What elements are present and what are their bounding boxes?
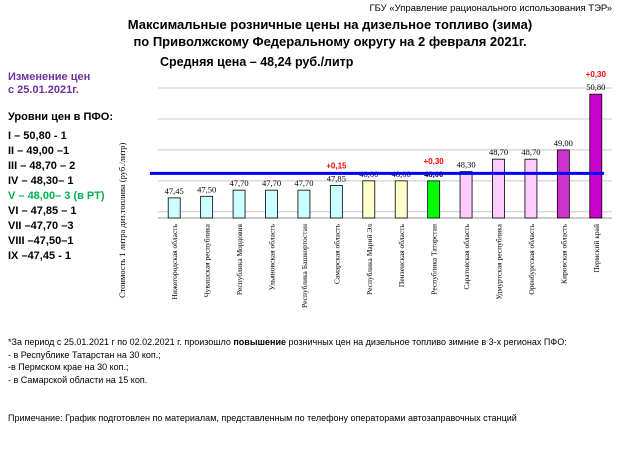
category-label: Республика Мордовия (235, 223, 244, 295)
change-label: +0,15 (326, 162, 347, 171)
levels-title: Уровни цен в ПФО: (8, 111, 113, 123)
y-axis-label: Стоимость 1 литра диз.топлива (руб./литр… (117, 142, 127, 298)
category-label: Самарская область (332, 223, 341, 284)
value-label: 47,70 (294, 178, 313, 188)
category-label: Республика Марий Эл (365, 224, 374, 295)
average-price: Средняя цена – 48,24 руб./литр (160, 55, 354, 69)
value-label: 47,45 (165, 186, 184, 196)
organization-name: ГБУ «Управление рационального использова… (369, 3, 612, 14)
change-line-2: с 25.01.2021г. (8, 84, 79, 96)
footnote: Примечание: График подготовлен по матери… (8, 413, 517, 423)
price-level-6: VI – 47,85 – 1 (8, 205, 77, 217)
category-label: Чувашская республика (203, 223, 212, 297)
note-line-4: - в Самарской области на 15 коп. (8, 374, 148, 385)
bar-4 (265, 189, 278, 219)
bar-10 (459, 171, 473, 219)
value-label: 47,85 (327, 174, 346, 184)
category-label: Удмуртская республика (495, 223, 504, 299)
value-label: 48,70 (521, 147, 540, 157)
value-label: 49,00 (554, 138, 573, 148)
category-label: Республика Башкортостан (300, 224, 309, 308)
title-line-1: Максимальные розничные цены на дизельное… (127, 17, 533, 32)
bar-2 (200, 195, 214, 219)
value-label: 48,70 (489, 147, 508, 157)
category-label: Оренбургская область (527, 223, 536, 294)
bar-11 (492, 158, 505, 219)
price-level-5: V – 48,00– 3 (в РТ) (8, 190, 105, 202)
value-label: 47,70 (262, 178, 281, 188)
value-label: 48,30 (457, 160, 476, 170)
category-label: Республика Татарстан (430, 224, 439, 295)
value-label: 47,70 (230, 178, 249, 188)
change-label: +0,30 (424, 157, 445, 166)
note-line-1: *За период с 25.01.2021 г по 02.02.2021 … (8, 337, 567, 347)
bar-7 (362, 180, 376, 219)
note-bold-word: повышение (233, 337, 287, 347)
bar-5 (297, 189, 311, 219)
bar-6 (329, 185, 343, 219)
note-line-3: -в Пермском крае на 30 коп.; (8, 362, 129, 372)
bar-8 (394, 180, 408, 219)
chart-title: Максимальные розничные цены на дизельное… (110, 16, 550, 50)
value-label: 50,80 (586, 82, 605, 92)
category-label: Кировская область (559, 223, 568, 284)
price-level-2: II – 49,00 –1 (8, 145, 70, 157)
bar-13 (556, 149, 570, 219)
bar-9 (427, 180, 441, 219)
notes: *За период с 25.01.2021 г по 02.02.2021 … (8, 336, 567, 386)
category-label: Ульяновская область (268, 223, 277, 290)
bar-3 (232, 189, 246, 219)
change-label: +0,30 (586, 70, 607, 79)
bar-1 (167, 197, 181, 219)
title-line-2: по Приволжскому Федеральному округу на 2… (133, 34, 527, 49)
price-level-4: IV – 48,30– 1 (8, 175, 74, 187)
price-level-7: VII –47,70 –3 (8, 220, 74, 232)
category-label: Пермский край (592, 224, 601, 273)
category-label: Пензенская область (397, 223, 406, 287)
price-level-8: VIII –47,50–1 (8, 235, 74, 247)
price-levels-list: I – 50,80 - 1 II – 49,00 –1 III – 48,70 – … (8, 129, 105, 264)
change-line-1: Изменение цен (8, 71, 91, 83)
value-label: 47,50 (197, 184, 216, 194)
price-level-3: III – 48,70 – 2 (8, 160, 76, 172)
note-line-2: - в Республике Татарстан на 30 коп.; (8, 349, 161, 360)
price-level-1: I – 50,80 - 1 (8, 130, 67, 142)
bar-14 (589, 93, 603, 219)
price-change-label: Изменение цен с 25.01.2021г. (8, 71, 90, 97)
category-label: Нижегородская область (170, 223, 179, 299)
bar-12 (524, 158, 538, 219)
price-level-9: IX –47,45 - 1 (8, 250, 71, 262)
category-label: Саратовская область (462, 223, 471, 289)
